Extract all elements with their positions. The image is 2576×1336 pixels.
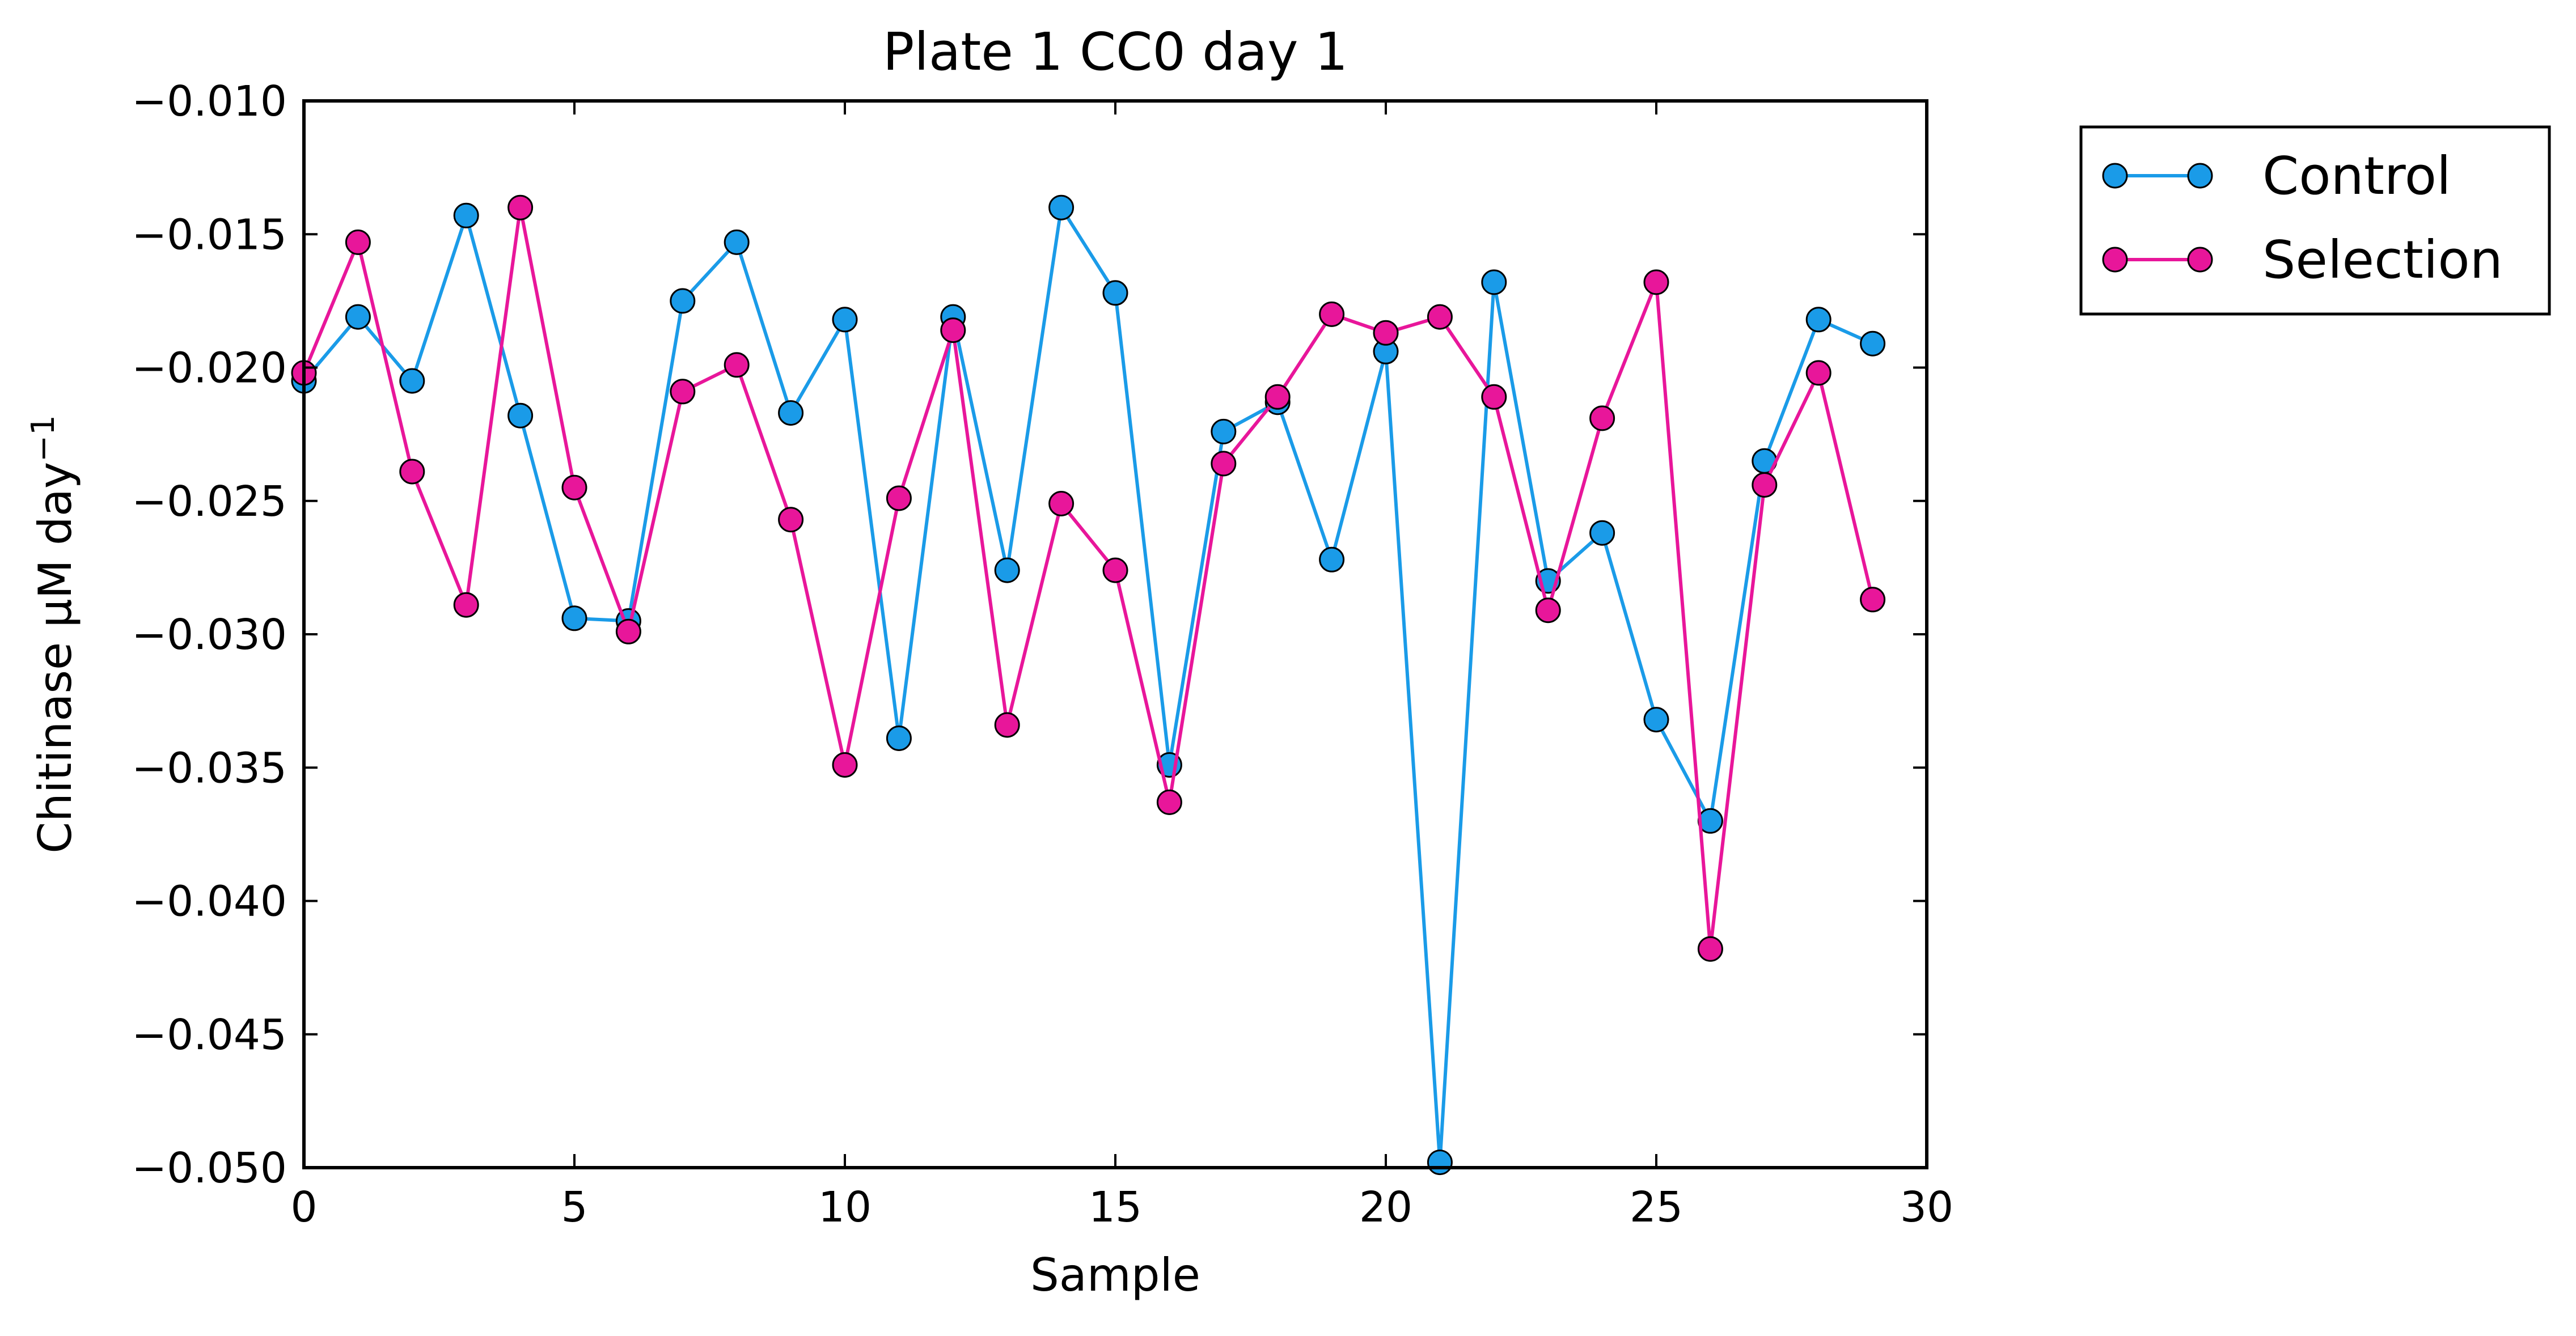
legend-marker xyxy=(2102,247,2128,273)
data-point-selection xyxy=(1211,451,1237,477)
data-point-control xyxy=(1860,330,1886,357)
data-point-selection xyxy=(1752,472,1778,498)
y-axis-label: Chitinase μM day−1 xyxy=(25,415,82,854)
data-point-selection xyxy=(453,592,479,618)
x-tick-label: 20 xyxy=(1359,1183,1412,1232)
legend-marker xyxy=(2102,163,2128,189)
data-point-selection xyxy=(1535,597,1561,624)
x-tick-label: 30 xyxy=(1900,1183,1953,1232)
x-axis-label: Sample xyxy=(1030,1249,1200,1301)
y-tick-label: −0.030 xyxy=(132,610,287,659)
data-point-control xyxy=(670,288,696,314)
data-point-control xyxy=(832,307,858,333)
data-point-control xyxy=(1643,707,1669,733)
data-point-selection xyxy=(1697,936,1723,962)
data-point-selection xyxy=(1102,557,1128,583)
series-line-control xyxy=(302,206,1873,1164)
y-tick-label: −0.020 xyxy=(132,344,287,393)
data-point-selection xyxy=(1264,384,1291,410)
data-point-control xyxy=(1481,269,1507,295)
data-point-control xyxy=(1805,307,1831,333)
data-point-selection xyxy=(994,712,1020,738)
legend-marker xyxy=(2187,247,2213,273)
data-point-selection xyxy=(778,507,804,533)
y-axis-label-main: Chitinase μM day xyxy=(29,462,82,854)
data-point-selection xyxy=(1481,384,1507,410)
x-tick-label: 0 xyxy=(290,1183,317,1232)
y-axis-label-superscript: −1 xyxy=(25,415,62,462)
data-point-selection xyxy=(832,752,858,778)
legend-frame xyxy=(2079,125,2551,316)
tick-layer: 0 5 10 15 20 25 30 −0.050 −0.045 −0.040 −0.035 −0.0… xyxy=(132,77,1953,1232)
y-tick-label: −0.050 xyxy=(132,1144,287,1193)
data-point-selection xyxy=(507,194,534,220)
data-point-control xyxy=(1102,280,1128,306)
y-tick-label: −0.025 xyxy=(132,477,287,526)
data-point-control xyxy=(886,726,912,751)
data-point-selection xyxy=(399,459,425,485)
series-selection xyxy=(291,194,1886,962)
y-tick-label: −0.010 xyxy=(132,77,287,126)
x-tick-label: 10 xyxy=(818,1183,872,1232)
data-point-selection xyxy=(561,474,587,501)
data-point-selection xyxy=(1373,320,1399,346)
data-point-selection xyxy=(1643,269,1669,295)
data-point-control xyxy=(561,605,587,631)
x-tick-label: 25 xyxy=(1630,1183,1683,1232)
data-point-selection xyxy=(1156,789,1182,815)
data-point-selection xyxy=(1860,587,1886,613)
data-point-selection xyxy=(1589,405,1615,431)
data-point-control xyxy=(453,202,479,228)
data-point-selection xyxy=(940,317,966,343)
data-point-control xyxy=(507,402,534,429)
chart-title: Plate 1 CC0 day 1 xyxy=(883,22,1348,82)
legend-label: Control xyxy=(2262,146,2451,206)
series-layer xyxy=(291,194,1886,1176)
y-tick-label: −0.035 xyxy=(132,744,287,792)
data-point-control xyxy=(724,229,750,255)
data-point-control xyxy=(399,368,425,394)
data-point-control xyxy=(1427,1150,1453,1176)
data-point-selection xyxy=(1427,304,1453,330)
x-tick-label: 15 xyxy=(1089,1183,1142,1232)
legend: Control Selection xyxy=(2079,125,2551,316)
data-point-selection xyxy=(670,379,696,405)
data-point-control xyxy=(994,557,1020,583)
data-point-selection xyxy=(1805,360,1831,386)
y-tick-label: −0.045 xyxy=(132,1011,287,1059)
data-point-selection xyxy=(615,618,641,644)
x-tick-label: 5 xyxy=(561,1183,587,1232)
data-point-control xyxy=(345,304,371,330)
legend-entry-control: Control xyxy=(2102,146,2451,206)
y-tick-label: −0.015 xyxy=(132,210,287,259)
data-point-selection xyxy=(1319,301,1345,327)
data-point-selection xyxy=(886,485,912,511)
legend-label: Selection xyxy=(2262,230,2503,290)
legend-marker xyxy=(2187,163,2213,189)
data-point-control xyxy=(1319,546,1345,572)
data-point-selection xyxy=(345,229,371,255)
data-point-control xyxy=(1589,520,1615,546)
legend-entry-selection: Selection xyxy=(2102,230,2503,290)
y-tick-label: −0.040 xyxy=(132,877,287,926)
data-point-control xyxy=(1048,194,1075,220)
data-point-selection xyxy=(1048,491,1075,516)
data-point-control xyxy=(778,400,804,426)
data-point-selection xyxy=(724,352,750,378)
data-point-control xyxy=(1211,418,1237,444)
series-line-selection xyxy=(302,206,1875,951)
